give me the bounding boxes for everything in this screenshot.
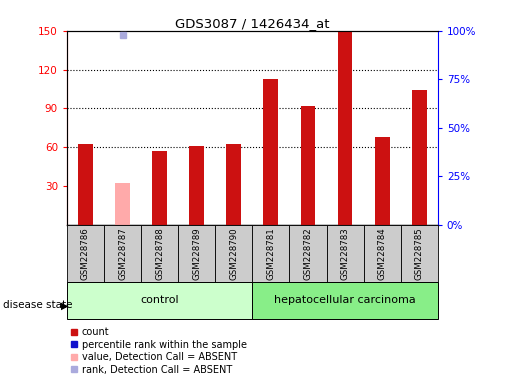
- Bar: [78, 144, 93, 225]
- Text: GSM228789: GSM228789: [192, 227, 201, 280]
- Bar: [67, 225, 104, 282]
- Bar: [215, 225, 252, 282]
- Bar: [401, 225, 438, 282]
- Bar: [115, 183, 130, 225]
- Bar: [190, 146, 204, 225]
- Bar: [152, 151, 167, 225]
- Bar: [67, 282, 252, 319]
- Bar: [264, 79, 278, 225]
- Text: hepatocellular carcinoma: hepatocellular carcinoma: [274, 295, 416, 306]
- Text: GSM228790: GSM228790: [229, 227, 238, 280]
- Text: GSM228783: GSM228783: [340, 227, 350, 280]
- Title: GDS3087 / 1426434_at: GDS3087 / 1426434_at: [175, 17, 330, 30]
- Text: GSM228787: GSM228787: [118, 227, 127, 280]
- Text: disease state: disease state: [3, 300, 72, 310]
- Text: ▶: ▶: [61, 300, 68, 310]
- Text: control: control: [141, 295, 179, 306]
- Bar: [412, 90, 426, 225]
- Bar: [289, 225, 327, 282]
- Bar: [252, 282, 438, 319]
- Text: GSM228786: GSM228786: [81, 227, 90, 280]
- Text: GSM228785: GSM228785: [415, 227, 424, 280]
- Bar: [178, 225, 215, 282]
- Bar: [252, 225, 289, 282]
- Bar: [301, 106, 315, 225]
- Bar: [227, 144, 241, 225]
- Text: GSM228782: GSM228782: [303, 227, 313, 280]
- Text: GSM228781: GSM228781: [266, 227, 276, 280]
- Bar: [327, 225, 364, 282]
- Bar: [375, 137, 389, 225]
- Bar: [338, 32, 352, 225]
- Text: GSM228788: GSM228788: [155, 227, 164, 280]
- Bar: [141, 225, 178, 282]
- Text: GSM228784: GSM228784: [377, 227, 387, 280]
- Bar: [364, 225, 401, 282]
- Legend: count, percentile rank within the sample, value, Detection Call = ABSENT, rank, : count, percentile rank within the sample…: [72, 328, 247, 375]
- Bar: [104, 225, 141, 282]
